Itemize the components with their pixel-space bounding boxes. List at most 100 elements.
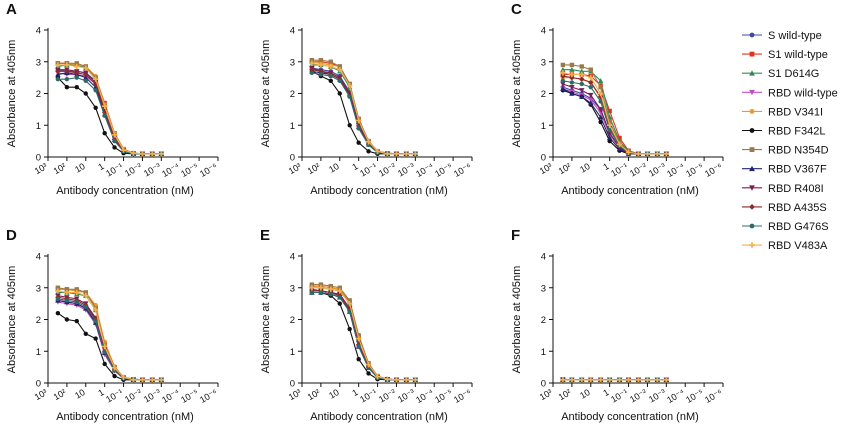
data-point <box>355 335 362 342</box>
series-line <box>57 77 162 155</box>
legend-entry: RBD A435S <box>742 202 827 214</box>
x-tick-label: 10 <box>327 387 341 401</box>
data-point <box>101 343 108 350</box>
series-rbd-g476s <box>560 78 669 157</box>
data-point <box>111 365 118 371</box>
y-tick-label: 1 <box>541 121 546 132</box>
data-point <box>64 287 70 292</box>
data-point <box>356 140 361 145</box>
series-line <box>57 70 162 155</box>
legend-marker <box>749 109 755 114</box>
data-point <box>560 86 566 91</box>
data-point <box>328 59 333 64</box>
series-line <box>311 291 416 381</box>
legend: S wild-type S1 wild-type S1 D614G RBD wild-… <box>742 30 838 252</box>
data-point <box>318 285 324 291</box>
series-rbd-r408i <box>55 67 165 157</box>
x-tick-label: 10 <box>578 387 592 401</box>
data-point <box>588 84 593 90</box>
series-s1-wild-type <box>55 61 164 157</box>
data-point <box>74 61 79 66</box>
data-point <box>597 93 604 100</box>
data-point <box>347 94 352 99</box>
data-point <box>346 300 353 307</box>
data-point <box>598 99 603 104</box>
series-s1-d614g <box>309 285 419 383</box>
x-tick-label: 10⁻¹ <box>358 161 378 179</box>
x-axis-label: Antibody concentration (nM) <box>56 185 194 197</box>
x-axis-label: Antibody concentration (nM) <box>310 185 448 197</box>
data-point <box>83 331 88 336</box>
x-tick-label: 10⁻² <box>377 387 397 405</box>
series-rbd-v341i <box>309 283 418 383</box>
x-tick-label: 10⁻² <box>628 161 648 179</box>
data-point <box>579 68 585 74</box>
data-point <box>347 298 352 303</box>
data-point <box>55 77 61 82</box>
series-line <box>57 299 162 381</box>
series-line <box>311 70 416 155</box>
x-tick-label: 10 <box>578 161 592 175</box>
legend-entry: RBD G476S <box>742 221 829 233</box>
data-point <box>55 71 61 77</box>
legend-entry: S1 wild-type <box>742 49 828 61</box>
series-rbd-wild-type <box>309 290 419 383</box>
data-point <box>74 289 80 296</box>
x-tick-label: 10² <box>52 161 68 176</box>
series-rbd-v483a <box>309 285 419 383</box>
legend-label: S1 D614G <box>768 68 819 80</box>
data-point <box>644 377 651 383</box>
data-point <box>328 283 333 289</box>
data-point <box>607 127 612 133</box>
x-tick-label: 1 <box>350 161 359 172</box>
data-point <box>569 90 575 96</box>
data-point <box>606 122 613 128</box>
data-point <box>560 78 566 84</box>
panel-letter: E <box>260 227 270 244</box>
data-point <box>328 63 334 70</box>
y-tick-label: 1 <box>36 121 41 132</box>
series-line <box>57 301 162 381</box>
x-tick-label: 10 <box>73 387 87 401</box>
legend-marker <box>749 242 755 248</box>
y-tick-label: 3 <box>541 283 546 294</box>
x-tick-label: 10⁻⁶ <box>703 387 724 405</box>
x-tick-label: 1 <box>601 161 610 172</box>
data-point <box>102 130 107 136</box>
legend-marker <box>749 147 755 152</box>
series-rbd-f342l <box>560 88 669 157</box>
data-point <box>318 68 324 74</box>
data-point <box>616 377 623 383</box>
series-rbd-v483a <box>309 60 419 157</box>
data-point <box>616 141 623 147</box>
series-line <box>57 291 162 381</box>
data-point <box>64 317 70 322</box>
series-rbd-a435s <box>309 288 419 383</box>
x-tick-label: 10⁻² <box>377 161 397 179</box>
data-point <box>579 64 584 69</box>
series-rbd-wild-type <box>309 67 419 157</box>
series-rbd-g476s <box>309 290 418 383</box>
data-point <box>597 107 604 113</box>
y-tick-label: 0 <box>541 153 546 164</box>
x-tick-label: 10² <box>557 161 573 176</box>
legend-marker <box>749 51 755 57</box>
data-point <box>337 295 342 300</box>
data-point <box>309 66 315 73</box>
data-point <box>347 309 352 314</box>
x-tick-label: 10⁻² <box>123 161 143 179</box>
data-point <box>130 377 137 383</box>
data-point <box>93 318 98 324</box>
series-line <box>311 69 416 155</box>
legend-entry: RBD wild-type <box>742 87 838 99</box>
series-line <box>57 299 162 381</box>
data-point <box>83 71 89 78</box>
data-point <box>102 361 107 367</box>
x-tick-label: 10² <box>52 387 68 402</box>
data-point <box>318 57 324 63</box>
data-point <box>158 377 165 383</box>
panel-letter: A <box>6 1 17 18</box>
